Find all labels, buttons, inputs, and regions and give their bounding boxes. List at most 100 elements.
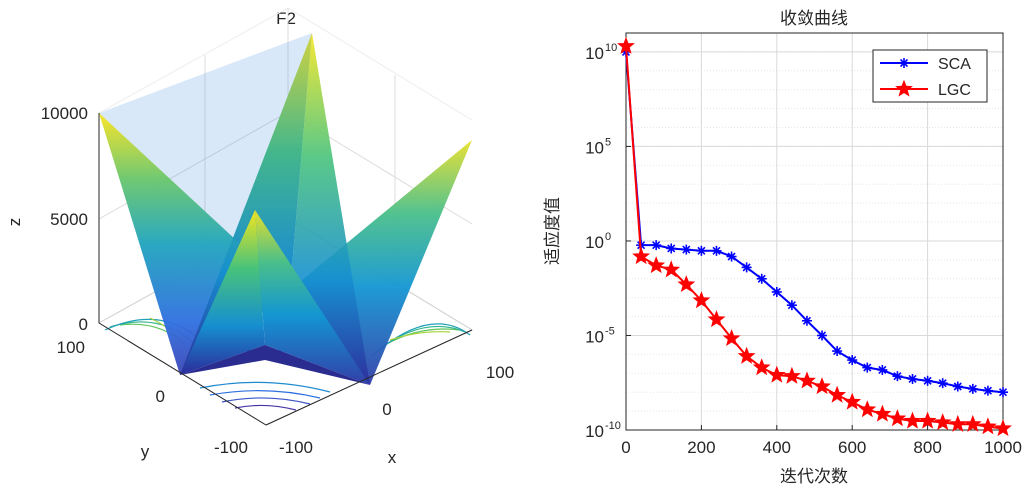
marker-stroke [742,263,751,272]
point-lgc [994,419,1012,437]
marker-stroke [953,382,962,391]
y-tick-exponent: -10 [605,420,621,432]
point-lgc [948,414,967,432]
surface-x-tick: 0 [382,400,391,419]
point-sca [937,378,948,389]
point-sca [801,315,812,326]
marker-stroke [878,365,887,375]
legend-marker-shape [895,79,913,97]
point-lgc [617,36,635,54]
point-lgc [918,411,937,429]
point-sca [952,381,963,392]
point-sca [967,383,978,394]
marker-stroke [908,374,917,384]
point-sca [847,355,858,366]
y-tick-exponent: 10 [605,42,617,54]
legend-item-lgc: LGC [880,79,971,99]
marker-stroke [802,316,812,325]
point-sca [998,387,1008,398]
point-sca [666,243,677,254]
marker-stroke [968,384,977,393]
surface-y-axis: 100 0 -100 y [57,322,267,461]
surface-y-tick: 100 [57,338,85,357]
marker-stroke [833,346,842,356]
y-tick-exponent: -5 [605,325,615,337]
point-sca [681,244,692,255]
point-lgc [662,260,681,278]
marker-stroke [682,245,691,254]
marker-stroke [817,331,827,340]
marker-stroke [863,363,872,372]
marker-stroke [712,246,721,255]
x-tick-label: 0 [621,438,630,457]
marker-stroke [772,287,781,297]
chart-xlabel: 迭代次数 [780,467,848,486]
legend-item-sca: SCA [880,56,971,73]
point-lgc [903,411,922,429]
point-sca [771,286,782,297]
legend-label-sca: SCA [938,56,971,73]
point-sca [756,273,767,284]
point-lgc [722,328,741,347]
surface-z-tick: 0 [79,315,88,334]
point-sca [741,262,752,273]
series-lgc [617,36,1012,437]
point-sca [711,245,722,256]
point-lgc [978,417,997,435]
point-lgc [858,400,877,418]
surface-x-axis: -100 0 100 x [265,329,514,467]
x-tick-label: 600 [838,438,866,457]
point-lgc [873,404,892,422]
y-tick-label: 10 [585,44,604,63]
point-lgc [828,385,847,403]
point-sca [651,240,662,251]
marker-stroke [757,274,766,283]
marker-stroke [938,379,947,388]
point-lgc [737,346,756,364]
surface-z-tick: 10000 [41,104,88,123]
chart-ylabel: 适应度值 [543,197,562,265]
point-lgc [813,377,831,395]
series-line-sca [625,51,1004,394]
marker-stroke [923,376,932,385]
point-lgc [707,310,726,328]
marker-stroke [848,356,857,365]
chart-legend: SCA LGC [872,49,988,103]
x-tick-label: 1000 [984,438,1022,457]
surface-z-tick: 5000 [50,210,88,229]
chart-title: 收敛曲线 [780,9,848,28]
y-tick-label: 10 [585,422,604,441]
point-sca [922,375,933,386]
x-tick-label: 800 [913,438,941,457]
point-sca [877,364,888,375]
surface-plot: F2 [5,7,514,467]
point-sca [832,346,843,357]
surface-x-tick: -100 [279,438,313,457]
surface-mesh [99,33,472,385]
point-lgc [843,392,862,410]
point-sca [907,373,918,384]
point-lgc [933,413,952,431]
legend-box [872,49,988,103]
surface-y-label: y [141,442,150,461]
y-tick-exponent: 5 [605,136,611,148]
surface-y-tick: 0 [156,387,165,406]
marker-stroke [667,244,676,253]
surface-x-tick: 100 [486,363,514,382]
marker-stroke [893,372,902,381]
point-lgc [963,414,982,432]
point-sca [817,330,828,341]
point-lgc [677,275,696,293]
point-sca [862,362,873,373]
point-lgc [692,291,711,309]
point-lgc [647,256,666,274]
marker-stroke [727,252,736,261]
point-lgc [752,358,771,376]
point-lgc [632,247,651,265]
point-sca [726,251,737,262]
marker-stroke [998,388,1008,397]
legend-marker-shape [899,58,909,68]
